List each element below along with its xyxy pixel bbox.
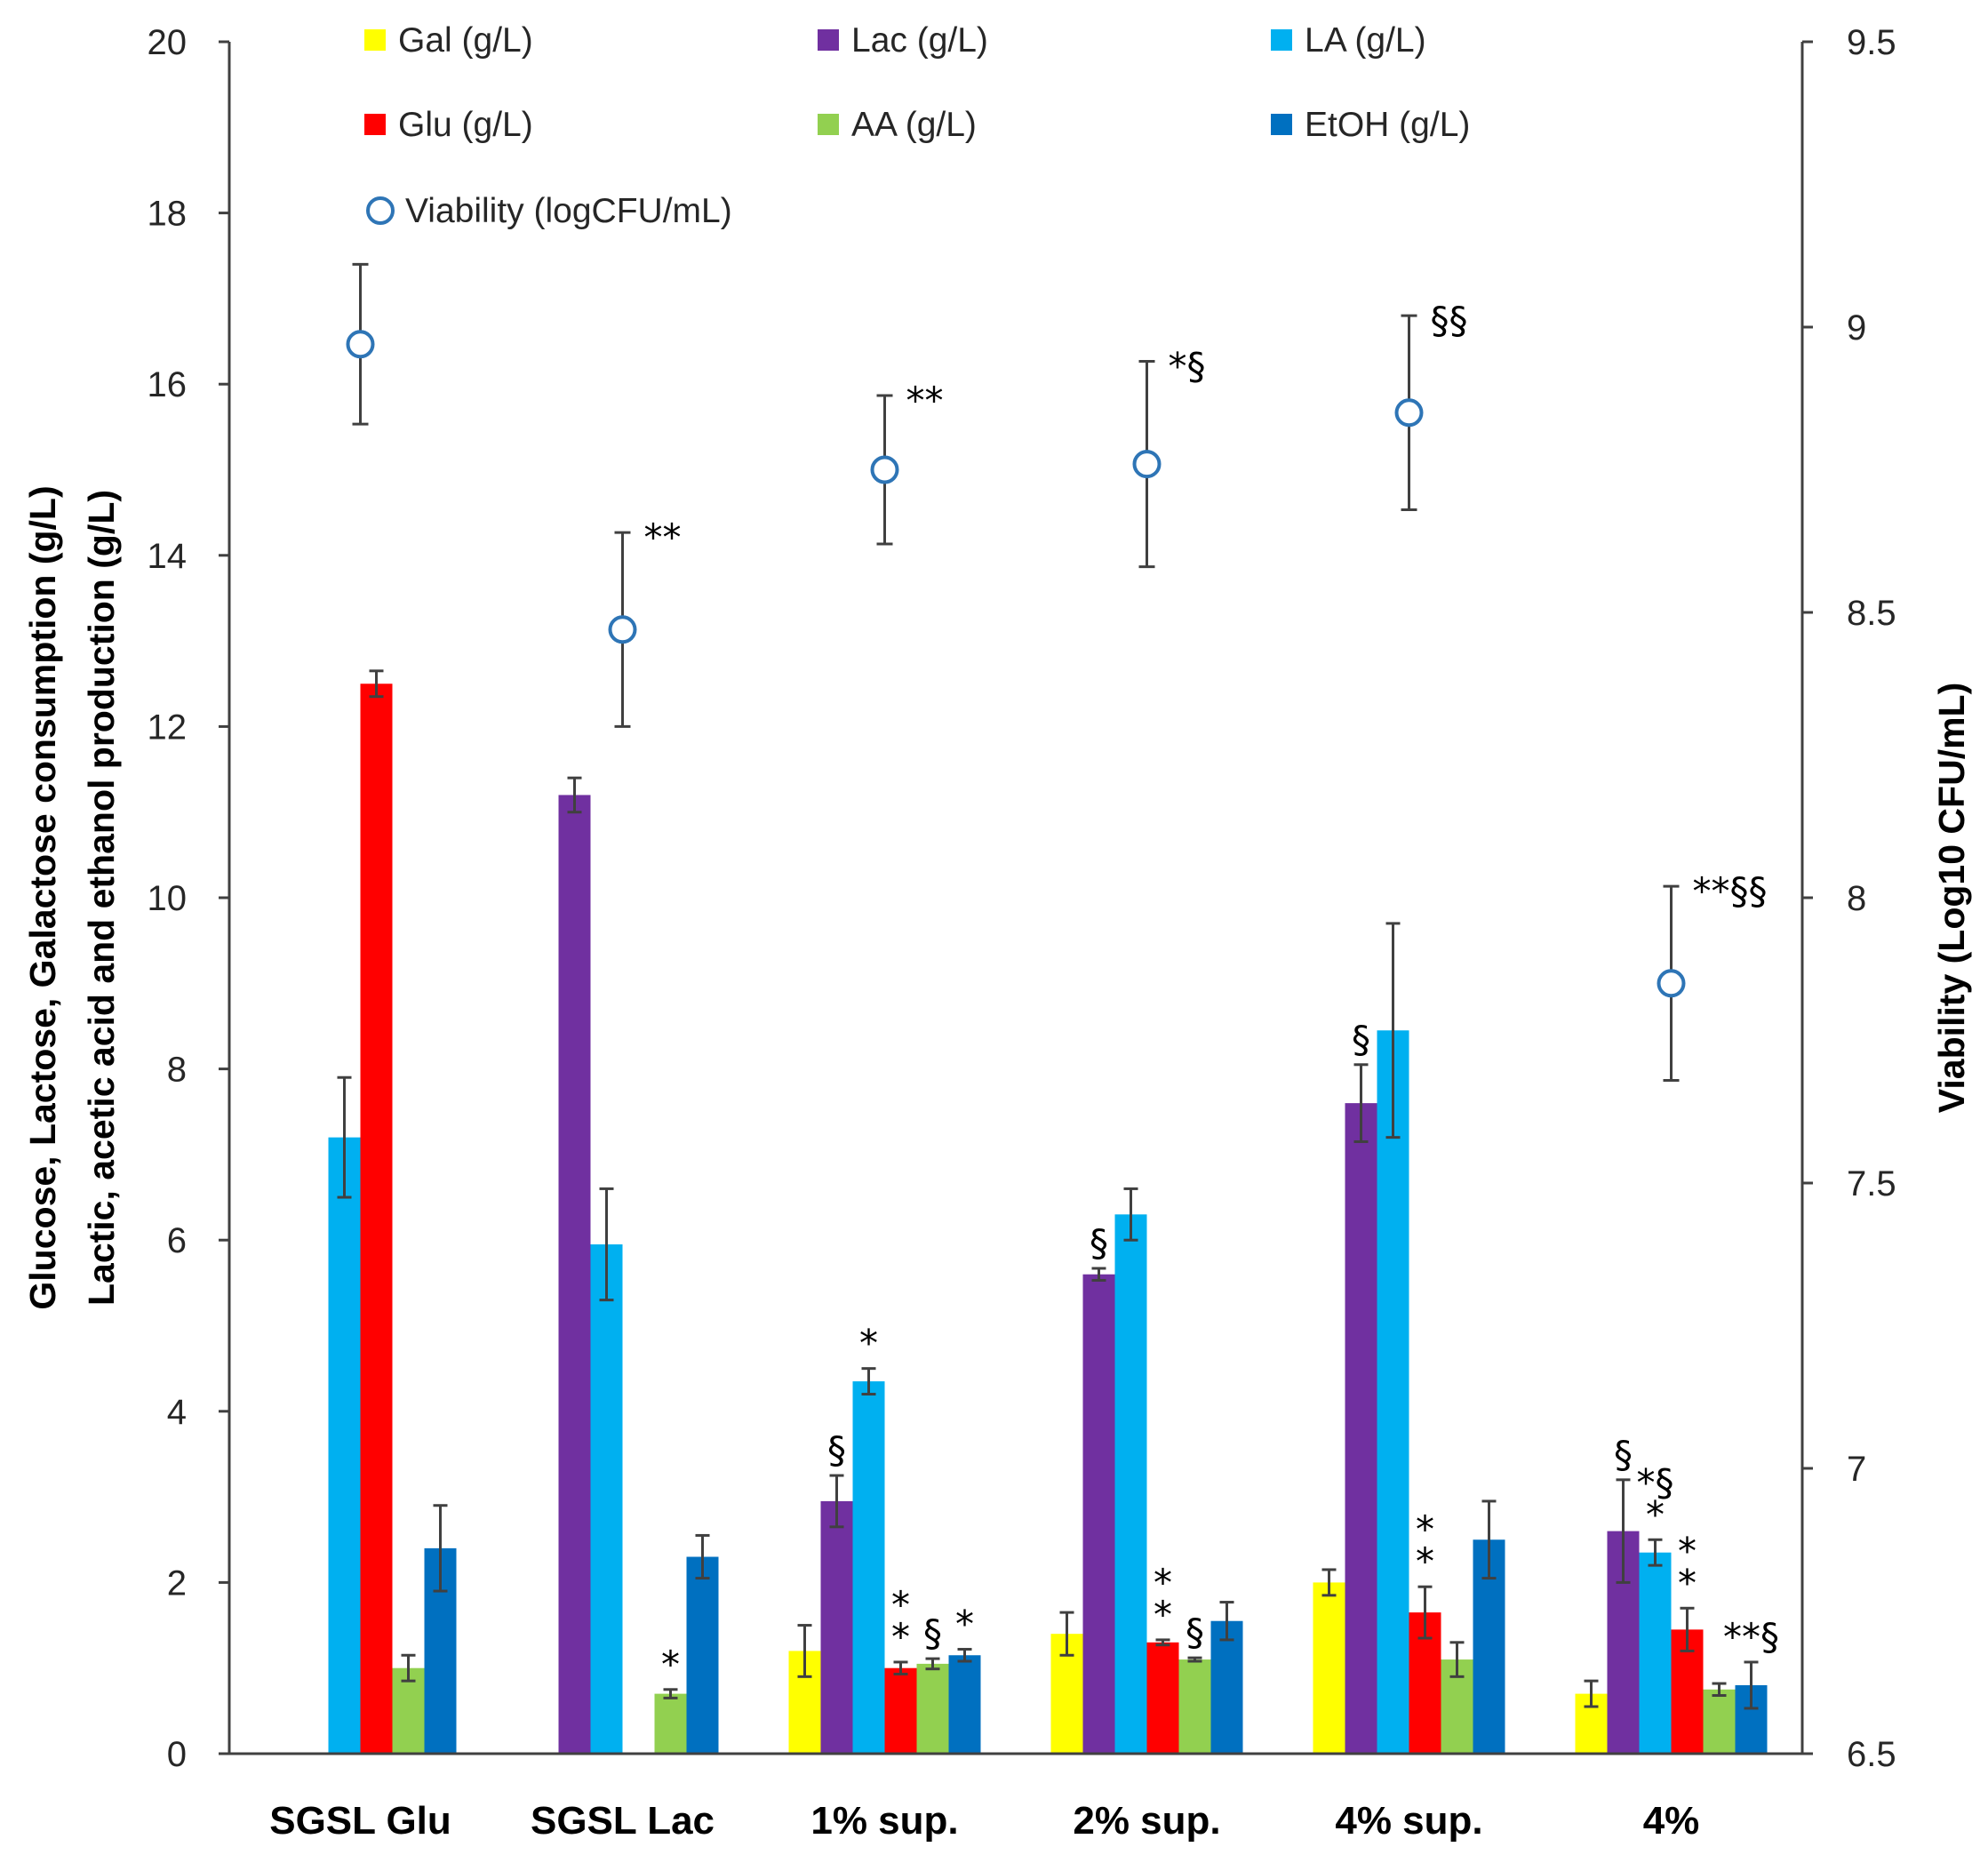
right-tick-label-3: 8 bbox=[1847, 879, 1866, 918]
legend-label-4: AA (g/L) bbox=[851, 106, 977, 144]
significance-annotation-9: § bbox=[923, 1611, 942, 1655]
bar-3-0 bbox=[360, 684, 393, 1754]
right-tick-label-2: 7.5 bbox=[1847, 1164, 1896, 1203]
left-tick-label-6: 12 bbox=[148, 708, 188, 747]
significance-annotation-0: ** bbox=[644, 516, 682, 559]
error-bars-layer bbox=[337, 669, 1759, 1710]
category-label-0: SGSL Glu bbox=[269, 1799, 451, 1843]
left-tick-label-5: 10 bbox=[148, 879, 188, 918]
legend-swatch-4 bbox=[818, 114, 839, 135]
legend-swatch-3 bbox=[364, 114, 386, 135]
bar-2-0 bbox=[328, 1137, 361, 1754]
legend-label-5: EtOH (g/L) bbox=[1305, 106, 1470, 144]
legend-label-3: Glu (g/L) bbox=[398, 106, 533, 144]
right-tick-label-1: 7 bbox=[1847, 1450, 1866, 1489]
significance-annotation-16: § bbox=[1614, 1433, 1633, 1476]
bar-4-2 bbox=[916, 1663, 949, 1754]
legend-label-1: Lac (g/L) bbox=[851, 21, 988, 60]
bar-1-1 bbox=[558, 795, 591, 1755]
tick-labels-layer: 0 2 4 6 8 10 12 14 16 18 20 6.5 7 7.5 8 8.5 9 9.5 bbox=[148, 23, 1896, 1774]
significance-annotation-12: * * bbox=[1154, 1561, 1172, 1636]
viability-point-0 bbox=[346, 330, 375, 359]
right-tick-label-5: 9 bbox=[1847, 308, 1866, 348]
left-tick-label-7: 14 bbox=[148, 537, 188, 576]
bar-4-0 bbox=[392, 1667, 425, 1754]
significance-annotation-5: * bbox=[661, 1643, 680, 1686]
bar-3-2 bbox=[884, 1667, 917, 1754]
significance-annotation-3: §§ bbox=[1431, 299, 1468, 342]
legend: Gal (g/L) Lac (g/L) LA (g/L) Glu (g/L) AA (g… bbox=[364, 21, 1470, 230]
legend-swatch-1 bbox=[818, 29, 839, 51]
bar-3-3 bbox=[1146, 1642, 1179, 1754]
left-tick-label-8: 16 bbox=[148, 365, 188, 404]
left-tick-label-1: 2 bbox=[167, 1563, 187, 1603]
bar-2-1 bbox=[590, 1244, 623, 1754]
bar-2-5 bbox=[1639, 1552, 1672, 1754]
legend-label-0: Gal (g/L) bbox=[398, 21, 533, 60]
legend-label-viability: Viability (logCFU/mL) bbox=[405, 192, 732, 230]
legend-label-2: LA (g/L) bbox=[1305, 21, 1426, 60]
significance-annotation-10: * bbox=[955, 1603, 974, 1646]
significance-annotation-11: § bbox=[1090, 1221, 1108, 1265]
bar-4-5 bbox=[1703, 1689, 1736, 1754]
significance-annotation-2: *§ bbox=[1169, 345, 1206, 388]
bar-5-1 bbox=[686, 1556, 719, 1754]
bar-1-3 bbox=[1082, 1274, 1115, 1754]
left-tick-label-3: 6 bbox=[167, 1221, 187, 1260]
right-axis-title: Viability (Log10 CFU/mL) bbox=[1931, 683, 1972, 1113]
viability-point-3 bbox=[1132, 450, 1162, 479]
bars-layer bbox=[328, 684, 1768, 1755]
bar-0-4 bbox=[1313, 1582, 1345, 1754]
legend-swatch-viability bbox=[366, 196, 395, 225]
category-label-5: 4% bbox=[1643, 1799, 1700, 1843]
axes-layer bbox=[228, 42, 1804, 1755]
bar-4-1 bbox=[654, 1693, 687, 1754]
significance-annotation-17: *§ * bbox=[1637, 1460, 1674, 1536]
left-tick-label-9: 18 bbox=[148, 195, 188, 234]
bar-5-3 bbox=[1210, 1620, 1243, 1754]
bar-1-2 bbox=[820, 1500, 853, 1754]
viability-point-4 bbox=[1394, 398, 1424, 428]
bar-5-2 bbox=[948, 1655, 981, 1754]
significance-annotation-19: **§ bbox=[1723, 1615, 1779, 1659]
right-tick-label-4: 8.5 bbox=[1847, 594, 1896, 633]
bar-2-3 bbox=[1114, 1214, 1147, 1754]
bar-2-2 bbox=[852, 1381, 885, 1754]
left-axis-title-line-1: Glucose, Lactose, Galactose consumption … bbox=[22, 485, 63, 1309]
bar-2-4 bbox=[1377, 1030, 1409, 1754]
viability-point-2 bbox=[870, 455, 899, 484]
significance-annotation-7: * bbox=[859, 1322, 878, 1365]
left-axis-title-line-2: Lactic, acetic acid and ethanol producti… bbox=[81, 490, 122, 1306]
legend-swatch-5 bbox=[1271, 114, 1292, 135]
category-label-3: 2% sup. bbox=[1073, 1799, 1220, 1843]
significance-annotation-1: ** bbox=[906, 379, 944, 422]
category-label-4: 4% sup. bbox=[1335, 1799, 1482, 1843]
left-tick-label-4: 8 bbox=[167, 1051, 187, 1090]
category-labels-layer: SGSL Glu SGSL Lac 1% sup. 2% sup. 4% sup. 4% bbox=[269, 1799, 1699, 1843]
left-tick-label-2: 4 bbox=[167, 1393, 187, 1432]
legend-swatch-2 bbox=[1271, 29, 1292, 51]
viability-point-1 bbox=[608, 615, 637, 644]
legend-swatch-0 bbox=[364, 29, 386, 51]
right-tick-label-6: 9.5 bbox=[1847, 23, 1896, 62]
significance-annotation-8: * * bbox=[891, 1583, 910, 1659]
bar-1-4 bbox=[1345, 1103, 1377, 1754]
viability-layer bbox=[346, 262, 1686, 1082]
category-label-1: SGSL Lac bbox=[531, 1799, 715, 1843]
category-label-2: 1% sup. bbox=[810, 1799, 958, 1843]
significance-annotation-15: * * bbox=[1416, 1507, 1434, 1583]
significance-annotation-4: **§§ bbox=[1693, 869, 1768, 913]
significance-annotation-18: * * bbox=[1678, 1529, 1697, 1604]
right-tick-label-0: 6.5 bbox=[1847, 1735, 1896, 1774]
significance-annotation-6: § bbox=[827, 1428, 846, 1472]
axis-titles: Glucose, Lactose, Galactose consumption … bbox=[22, 485, 1972, 1309]
left-tick-label-0: 0 bbox=[167, 1735, 187, 1774]
significance-annotation-13: § bbox=[1186, 1611, 1204, 1654]
left-tick-label-10: 20 bbox=[148, 23, 188, 62]
significance-annotation-14: § bbox=[1352, 1018, 1370, 1061]
bar-4-3 bbox=[1178, 1659, 1211, 1754]
viability-point-5 bbox=[1657, 969, 1686, 998]
annotations-layer: *****§§§**§§*§** * § *§* * §§* *§*§ ** ***§ bbox=[644, 299, 1780, 1686]
